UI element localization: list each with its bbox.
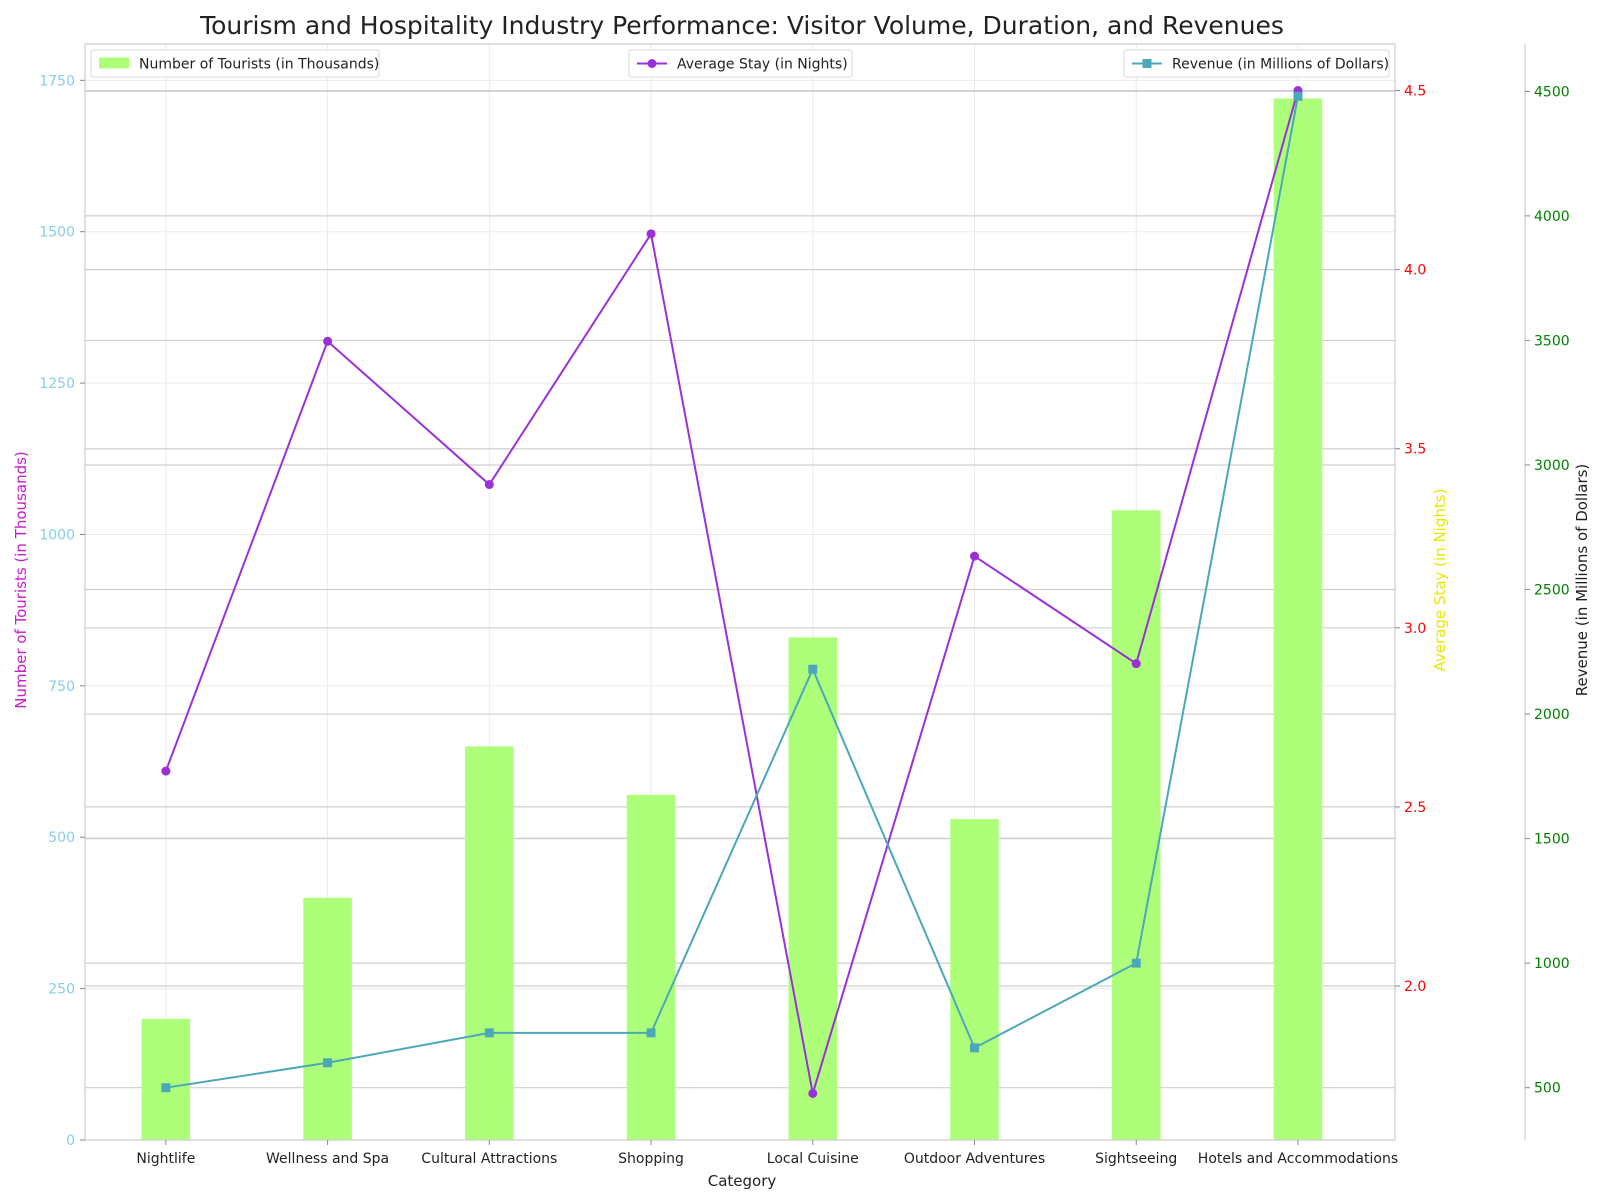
legend-label: Revenue (in Millions of Dollars) <box>1172 57 1389 73</box>
avg-stay-point <box>1131 659 1141 669</box>
left-tick-label: 750 <box>48 679 75 695</box>
bar <box>303 897 352 1140</box>
legend-top-center: Average Stay (in Nights) <box>628 49 853 78</box>
chart-title: Tourism and Hospitality Industry Perform… <box>199 11 1284 40</box>
revenue-line <box>165 96 1299 1089</box>
avg-stay-point <box>646 229 656 239</box>
right2-tick-label: 2000 <box>1534 707 1570 723</box>
right-tick-label: 2.5 <box>1404 800 1426 816</box>
legend-box <box>90 49 380 78</box>
left-tick-label: 1750 <box>39 73 75 89</box>
avg-stay-point <box>808 1088 818 1098</box>
legend-box <box>1123 49 1390 78</box>
x-tick-label: Sightseeing <box>1095 1151 1177 1167</box>
x-tick-label: Nightlife <box>136 1151 195 1167</box>
revenue-point <box>808 664 818 674</box>
legend-swatch <box>99 57 129 69</box>
right2-tick-label: 500 <box>1534 1081 1561 1097</box>
revenue-point <box>970 1043 980 1053</box>
legend-label: Number of Tourists (in Thousands) <box>139 57 379 73</box>
bar <box>788 637 838 1140</box>
plot-frame <box>84 43 1396 1141</box>
left-tick-label: 500 <box>48 830 75 846</box>
legend-layer: Number of Tourists (in Thousands) Average… <box>90 49 1390 78</box>
revenue-point <box>323 1058 333 1068</box>
avg-stay-line <box>164 90 1299 1094</box>
avg-stay-point <box>161 766 171 776</box>
legend-top-left: Number of Tourists (in Thousands) <box>90 49 380 78</box>
avg-stay-point <box>484 480 494 490</box>
left-tick-label: 1000 <box>39 527 75 543</box>
bar <box>141 1018 191 1140</box>
left-tick-label: 250 <box>48 982 75 998</box>
x-tick-label: Cultural Attractions <box>421 1151 557 1167</box>
right2-tick-label: 3500 <box>1534 333 1570 349</box>
legend-label: Average Stay (in Nights) <box>677 57 848 73</box>
right2-tick-label: 1000 <box>1534 956 1570 972</box>
right2-tick-label: 4500 <box>1534 84 1570 100</box>
right-tick-label: 4.5 <box>1404 84 1426 100</box>
x-tick-label: Local Cuisine <box>767 1151 859 1167</box>
x-tick-label: Wellness and Spa <box>266 1151 389 1167</box>
revenue-point <box>1131 958 1141 968</box>
right-tick-label: 2.0 <box>1404 979 1426 995</box>
x-axis-title: Category <box>708 1172 777 1190</box>
revenue-point <box>484 1028 494 1038</box>
left-tick-label: 1500 <box>39 225 75 241</box>
right2-tick-label: 4000 <box>1534 209 1570 225</box>
avg-stay-point <box>323 336 333 346</box>
right2-tick-label: 3000 <box>1534 458 1570 474</box>
bar <box>950 819 999 1140</box>
right-axis-title: Average Stay (in Nights) <box>1431 489 1449 672</box>
lines-layer <box>161 86 1303 1098</box>
right-tick-label: 3.0 <box>1404 621 1426 637</box>
legend-marker <box>1142 59 1152 68</box>
right2-axis-title: Revenue (in Millions of Dollars) <box>1573 464 1591 697</box>
grid-layer <box>85 44 1395 1141</box>
bar <box>465 746 514 1140</box>
x-tick-label: Outdoor Adventures <box>904 1151 1045 1167</box>
revenue-point <box>1293 91 1303 101</box>
bar <box>1273 98 1323 1141</box>
left-tick-label: 1250 <box>39 376 75 392</box>
x-tick-label: Hotels and Accommodations <box>1198 1151 1398 1167</box>
left-tick-label: 0 <box>66 1133 75 1149</box>
legend-box <box>628 49 853 78</box>
revenue-point <box>161 1083 171 1093</box>
right-tick-label: 4.0 <box>1404 263 1426 279</box>
axes-layer: 0 250 500 750 1000 1250 1500 1750 2.0 2.5 3.0 3.5 4.… <box>39 43 1570 1167</box>
right-tick-label: 3.5 <box>1404 442 1426 458</box>
bar <box>626 794 676 1140</box>
legend-top-right: Revenue (in Millions of Dollars) <box>1123 49 1390 78</box>
left-axis-title: Number of Tourists (in Thousands) <box>12 451 30 709</box>
right2-tick-label: 1500 <box>1534 832 1570 848</box>
x-tick-label: Shopping <box>618 1151 684 1167</box>
right2-tick-label: 2500 <box>1534 583 1570 599</box>
bar <box>1111 510 1161 1140</box>
revenue-point <box>646 1028 656 1038</box>
bars-layer <box>141 98 1323 1141</box>
legend-marker <box>647 59 657 68</box>
avg-stay-point <box>970 551 980 561</box>
